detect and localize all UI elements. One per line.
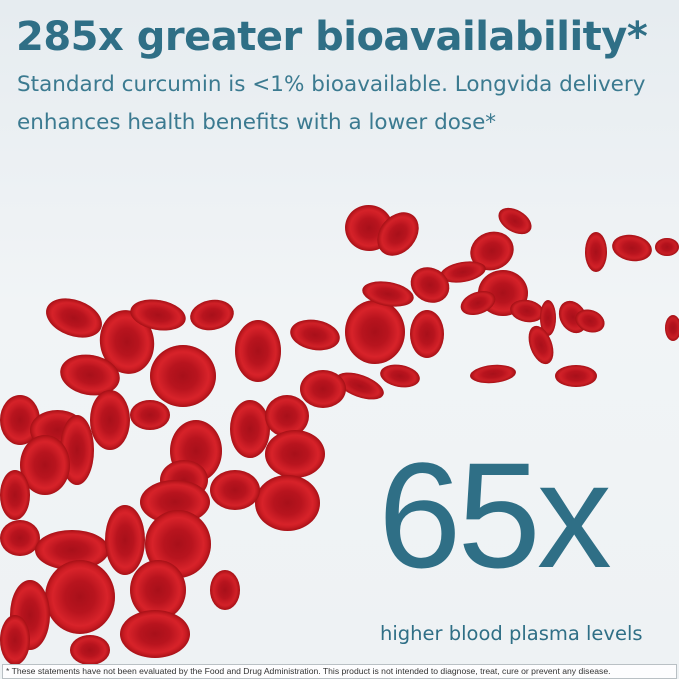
blood-cell [540,300,556,336]
stat-caption: higher blood plasma levels [380,622,643,645]
blood-cell [210,570,240,610]
blood-cell [210,470,260,510]
blood-cell [0,470,30,520]
blood-cell [45,560,115,634]
blood-cell [0,520,40,556]
blood-cell [187,296,237,334]
blood-cell [150,345,216,407]
blood-cell [130,400,170,430]
subheadline: Standard curcumin is <1% bioavailable. L… [17,72,646,135]
blood-cell [287,315,343,355]
blood-cell [90,390,130,450]
blood-cell [40,291,108,345]
blood-cell [665,315,679,341]
blood-cell [585,232,607,272]
blood-cell [0,615,30,665]
blood-cell [655,238,679,256]
blood-cell [410,310,444,358]
blood-cell [378,361,422,391]
blood-cell [300,370,346,408]
blood-cell [469,363,517,385]
blood-cell [105,505,145,575]
blood-cell [610,231,654,265]
headline: 285x greater bioavailability* [16,14,648,60]
blood-cell [265,430,325,478]
blood-cell [70,635,110,665]
blood-cell [235,320,281,382]
fda-disclaimer: * These statements have not been evaluat… [2,664,677,679]
blood-cell [345,300,405,364]
blood-cell [120,610,190,658]
blood-cell [255,475,320,531]
stat-value: 65x [378,431,612,599]
blood-cell [555,365,597,387]
blood-cell [230,400,270,458]
